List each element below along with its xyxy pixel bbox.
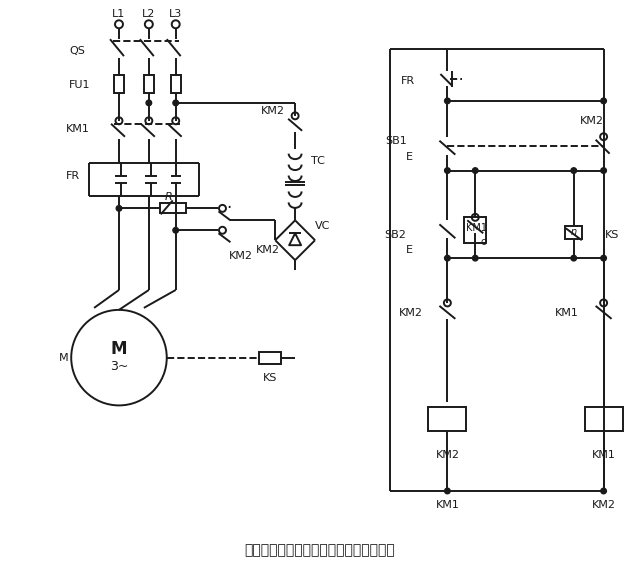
Circle shape <box>472 255 478 261</box>
Text: E: E <box>406 245 413 255</box>
Text: KM2: KM2 <box>228 251 252 261</box>
Bar <box>464 217 486 243</box>
Text: 以速度原则控制的单向能耗制动控制线路: 以速度原则控制的单向能耗制动控制线路 <box>244 544 396 558</box>
Bar <box>114 75 124 93</box>
Text: KM1: KM1 <box>555 308 579 318</box>
Circle shape <box>571 168 577 174</box>
Text: SB2: SB2 <box>385 230 406 240</box>
Circle shape <box>173 100 179 106</box>
Text: KM2: KM2 <box>580 116 604 126</box>
Text: KM2: KM2 <box>591 500 616 510</box>
Circle shape <box>472 168 478 174</box>
Circle shape <box>601 255 606 261</box>
Circle shape <box>445 255 450 261</box>
Bar <box>144 75 154 93</box>
Text: KM1: KM1 <box>591 450 616 460</box>
Circle shape <box>146 100 152 106</box>
Text: KS: KS <box>263 373 277 382</box>
Text: FR: FR <box>401 76 415 86</box>
Text: c: c <box>481 237 486 247</box>
Bar <box>259 352 281 364</box>
Text: R: R <box>165 192 173 203</box>
Text: KM2: KM2 <box>261 106 285 116</box>
Bar <box>565 226 582 239</box>
Bar <box>428 407 467 431</box>
Bar <box>585 407 623 431</box>
Circle shape <box>173 228 179 233</box>
Circle shape <box>445 488 450 494</box>
Text: FR: FR <box>67 171 81 180</box>
Text: L1: L1 <box>113 9 125 19</box>
Circle shape <box>601 98 606 104</box>
Text: KM1: KM1 <box>435 500 460 510</box>
Text: E: E <box>406 151 413 162</box>
Text: KS: KS <box>604 230 619 240</box>
Circle shape <box>445 98 450 104</box>
Text: SB1: SB1 <box>385 135 406 146</box>
Text: KM2: KM2 <box>399 308 422 318</box>
Circle shape <box>571 255 577 261</box>
Circle shape <box>601 488 606 494</box>
Text: KM2: KM2 <box>256 245 280 255</box>
Text: .: . <box>226 195 231 212</box>
Circle shape <box>445 168 450 174</box>
Circle shape <box>116 205 122 211</box>
Text: VC: VC <box>316 221 331 231</box>
Text: KM1: KM1 <box>67 124 90 134</box>
Text: TC: TC <box>311 155 325 166</box>
Text: n: n <box>571 227 577 237</box>
Text: FU1: FU1 <box>69 80 91 90</box>
Bar <box>160 203 186 213</box>
Text: KM1: KM1 <box>466 223 487 233</box>
Text: L3: L3 <box>169 9 182 19</box>
Bar <box>171 75 180 93</box>
Text: M: M <box>111 340 127 358</box>
Text: QS: QS <box>69 46 85 56</box>
Text: L2: L2 <box>142 9 156 19</box>
Text: M: M <box>58 353 68 362</box>
Circle shape <box>601 168 606 174</box>
Text: 3~: 3~ <box>110 360 128 373</box>
Text: KM2: KM2 <box>435 450 460 460</box>
